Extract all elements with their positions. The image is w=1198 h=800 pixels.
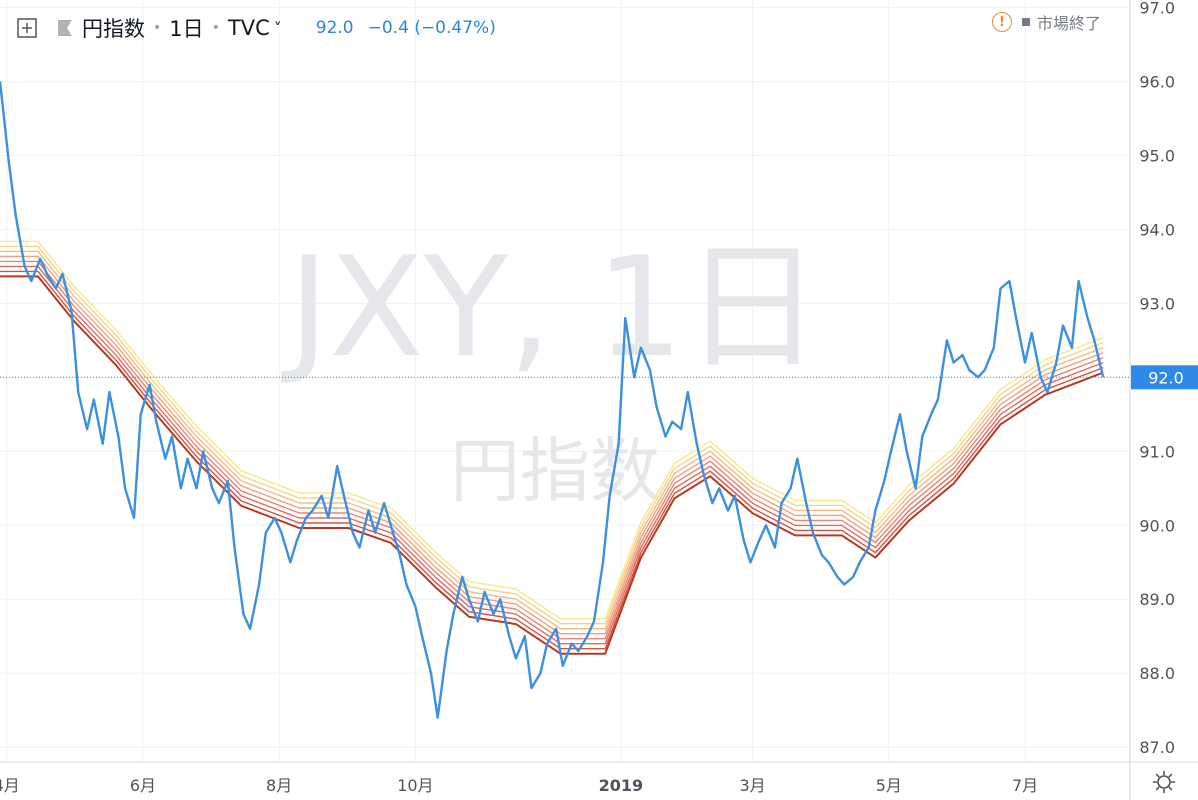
ribbon-line [0,240,1104,620]
x-tick-label: 5月 [876,776,902,795]
watermark-symbol: JXY, 1日 [280,227,821,388]
symbol-header: 円指数 • 1日 • TVC ˅ 92.0 −0.4 (−0.47%) [0,8,1130,48]
separator-dot: • [211,20,220,36]
x-tick-label: 6月 [130,776,156,795]
last-price-tag [1131,365,1198,390]
ribbon-line [0,245,1104,625]
market-status-label: 市場終了 [1037,14,1102,33]
warning-icon[interactable]: ! [992,12,1012,32]
ribbon-line [0,260,1104,640]
y-tick-label: 94.0 [1139,220,1175,239]
series-layer [0,81,1130,719]
x-tick-label: 4月 [0,776,20,795]
y-tick-label: 96.0 [1139,72,1175,91]
x-tick-label: 10月 [397,776,433,795]
symbol-title[interactable]: 円指数 [82,17,145,41]
status-indicator [1022,18,1030,26]
interval-label[interactable]: 1日 [169,17,204,41]
x-tick-label: 2019 [599,776,644,795]
crosshair-add-icon[interactable] [16,17,38,39]
y-tick-label: 97.0 [1139,0,1175,17]
flag-icon[interactable] [56,17,74,39]
y-tick-label: 95.0 [1139,146,1175,165]
exchange-label[interactable]: TVC [227,16,270,40]
last-price: 92.0 [315,18,354,38]
last-price-tag-label: 92.0 [1148,368,1184,387]
price-change: −0.4 (−0.47%) [367,18,496,38]
separator-dot: • [153,20,162,36]
y-tick-label: 90.0 [1139,516,1175,535]
y-tick-label: 89.0 [1139,590,1175,609]
ribbon-line [0,250,1104,630]
gear-icon[interactable] [1150,768,1178,796]
x-tick-label: 3月 [739,776,765,795]
y-tick-label: 93.0 [1139,294,1175,313]
price-line [0,81,1105,719]
market-status[interactable]: ! 市場終了 [992,10,1101,34]
ribbon-line [0,255,1104,635]
x-tick-label: 7月 [1012,776,1038,795]
ribbon-line [0,265,1104,645]
y-tick-label: 91.0 [1139,442,1175,461]
y-tick-label: 88.0 [1139,664,1175,683]
y-tick-label: 87.0 [1139,738,1175,757]
chevron-down-icon[interactable]: ˅ [273,18,282,38]
watermark-name: 円指数 [450,430,660,512]
x-tick-label: 8月 [266,776,292,795]
